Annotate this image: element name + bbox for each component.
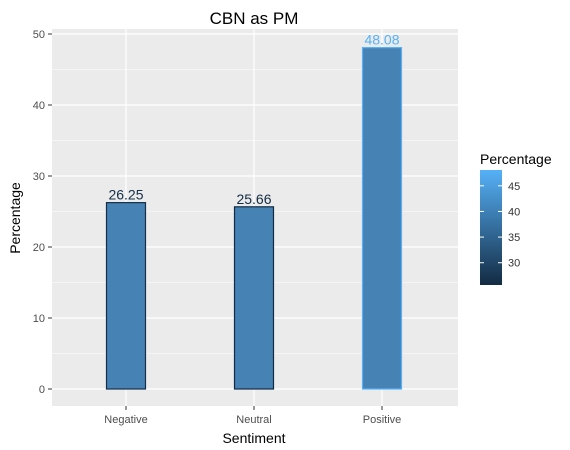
x-axis: Negative Neutral Positive [104,406,401,426]
legend-tick-label: 45 [508,181,520,193]
data-label-negative: 26.25 [108,187,143,203]
bar-negative [105,202,147,390]
data-labels: 26.25 25.66 48.08 [108,32,399,207]
legend-tick-label: 35 [508,232,520,244]
bar-positive [361,47,403,390]
x-tick-label: Negative [104,414,147,426]
bars [105,47,403,390]
y-tick-label: 0 [39,384,45,396]
legend-tick-label: 40 [508,206,520,218]
chart-title: CBN as PM [210,9,299,28]
y-tick-label: 40 [33,100,45,112]
y-tick-label: 20 [33,242,45,254]
legend-colorbar [480,170,502,285]
data-label-neutral: 25.66 [236,191,271,207]
y-tick-label: 30 [33,171,45,183]
y-axis: 0 10 20 30 40 50 [33,29,52,396]
legend: Percentage 30 35 40 45 [480,151,552,285]
data-label-positive: 48.08 [364,32,399,48]
y-axis-title: Percentage [7,182,23,254]
legend-title: Percentage [480,151,552,167]
x-axis-title: Sentiment [222,430,285,446]
x-tick-label: Positive [363,414,402,426]
bar-neutral [233,206,275,390]
x-tick-label: Neutral [236,414,271,426]
y-tick-label: 50 [33,29,45,41]
y-tick-label: 10 [33,313,45,325]
legend-tick-label: 30 [508,258,520,270]
